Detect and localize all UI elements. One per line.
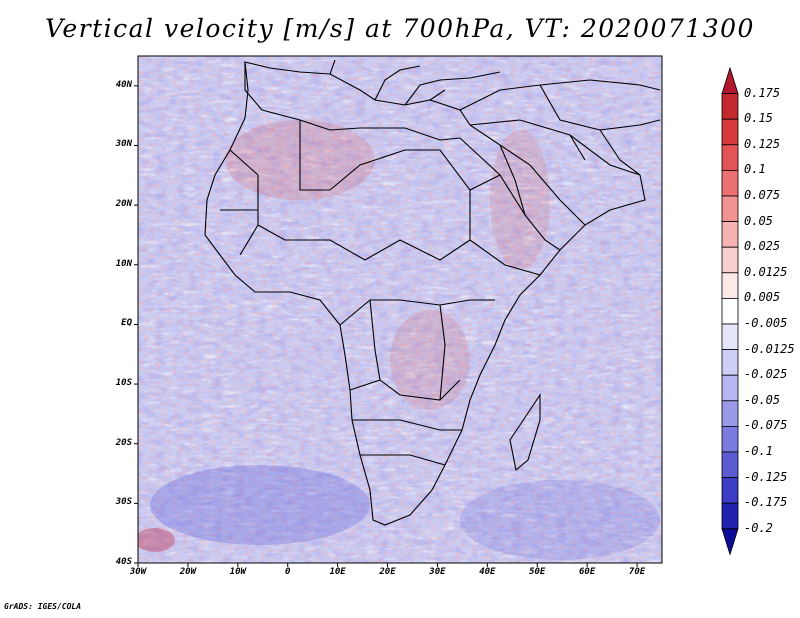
colorbar-swatch bbox=[721, 246, 739, 274]
lon-tick-label: 10E bbox=[329, 567, 346, 577]
colorbar-label: 0.075 bbox=[744, 188, 781, 202]
lon-tick-label: 20E bbox=[379, 567, 396, 577]
colorbar-label: -0.005 bbox=[744, 316, 788, 330]
lat-tick-label: EQ bbox=[121, 318, 132, 329]
colorbar-label: -0.2 bbox=[744, 520, 773, 535]
colorbar-swatch bbox=[721, 272, 739, 299]
coastlines bbox=[204, 59, 661, 526]
colorbar-label: -0.125 bbox=[744, 469, 788, 484]
colorbar-swatch bbox=[721, 502, 739, 530]
colorbar-label: 0.175 bbox=[744, 85, 781, 100]
velocity-field bbox=[138, 56, 662, 563]
colorbar-label: -0.0125 bbox=[744, 341, 795, 356]
colorbar-swatch bbox=[721, 93, 739, 120]
colorbar-swatch bbox=[721, 425, 739, 453]
lon-tick-label: 70E bbox=[628, 567, 646, 577]
colorbar-swatch bbox=[721, 144, 739, 171]
lon-tick-label: 30E bbox=[429, 567, 446, 577]
colorbar-label: 0.15 bbox=[744, 111, 773, 126]
lon-tick-label: 10W bbox=[229, 567, 246, 577]
colorbar-swatch bbox=[721, 297, 739, 325]
lon-tick-label: 30W bbox=[129, 567, 147, 577]
colorbar-label: -0.05 bbox=[744, 392, 781, 407]
colorbar-swatch bbox=[721, 349, 739, 376]
colorbar-swatch bbox=[721, 118, 739, 146]
lat-tick-label: 40N bbox=[115, 79, 132, 90]
lat-tick-label: 40S bbox=[115, 557, 132, 567]
colorbar-label: -0.1 bbox=[744, 444, 773, 458]
footer-credit: GrADS: IGES/COLA bbox=[4, 602, 82, 611]
colorbar-swatch bbox=[721, 323, 739, 351]
lat-tick-label: 20S bbox=[115, 437, 132, 448]
map-title: Vertical velocity [m/s] at 700hPa, VT: 2… bbox=[45, 14, 755, 43]
colorbar-label: 0.025 bbox=[744, 239, 781, 254]
lat-tick-label: 20N bbox=[115, 199, 132, 210]
colorbar-swatch bbox=[721, 374, 739, 402]
lat-tick-label: 30N bbox=[115, 139, 132, 150]
lon-tick-label: 0 bbox=[284, 567, 291, 577]
lat-tick-label: 30S bbox=[115, 497, 132, 508]
colorbar-label: 0.05 bbox=[744, 213, 773, 228]
lat-tick-label: 10S bbox=[115, 378, 132, 389]
lat-tick-label: 10N bbox=[115, 258, 132, 269]
colorbar-swatch bbox=[721, 451, 739, 479]
colorbar-label: -0.025 bbox=[744, 367, 788, 382]
colorbar-label: 0.005 bbox=[744, 290, 781, 305]
lon-tick-label: 40E bbox=[479, 567, 496, 577]
colorbar-swatch bbox=[721, 400, 739, 427]
colorbar-label: -0.075 bbox=[744, 418, 788, 433]
colorbar-label: 0.1 bbox=[744, 162, 766, 177]
lon-tick-label: 60E bbox=[579, 567, 596, 577]
colorbar-swatch bbox=[721, 221, 739, 248]
colorbar-swatch bbox=[721, 195, 739, 223]
colorbar-label: -0.175 bbox=[744, 495, 788, 510]
colorbar-label: 0.125 bbox=[744, 136, 781, 151]
map-frame bbox=[137, 55, 663, 564]
lon-tick-label: 50E bbox=[529, 567, 546, 577]
lon-tick-label: 20W bbox=[179, 567, 197, 577]
colorbar-swatch bbox=[721, 528, 739, 556]
colorbar-swatch bbox=[721, 169, 739, 197]
colorbar-swatch bbox=[721, 477, 739, 504]
colorbar-swatch bbox=[721, 66, 739, 94]
colorbar-label: 0.0125 bbox=[744, 264, 788, 279]
